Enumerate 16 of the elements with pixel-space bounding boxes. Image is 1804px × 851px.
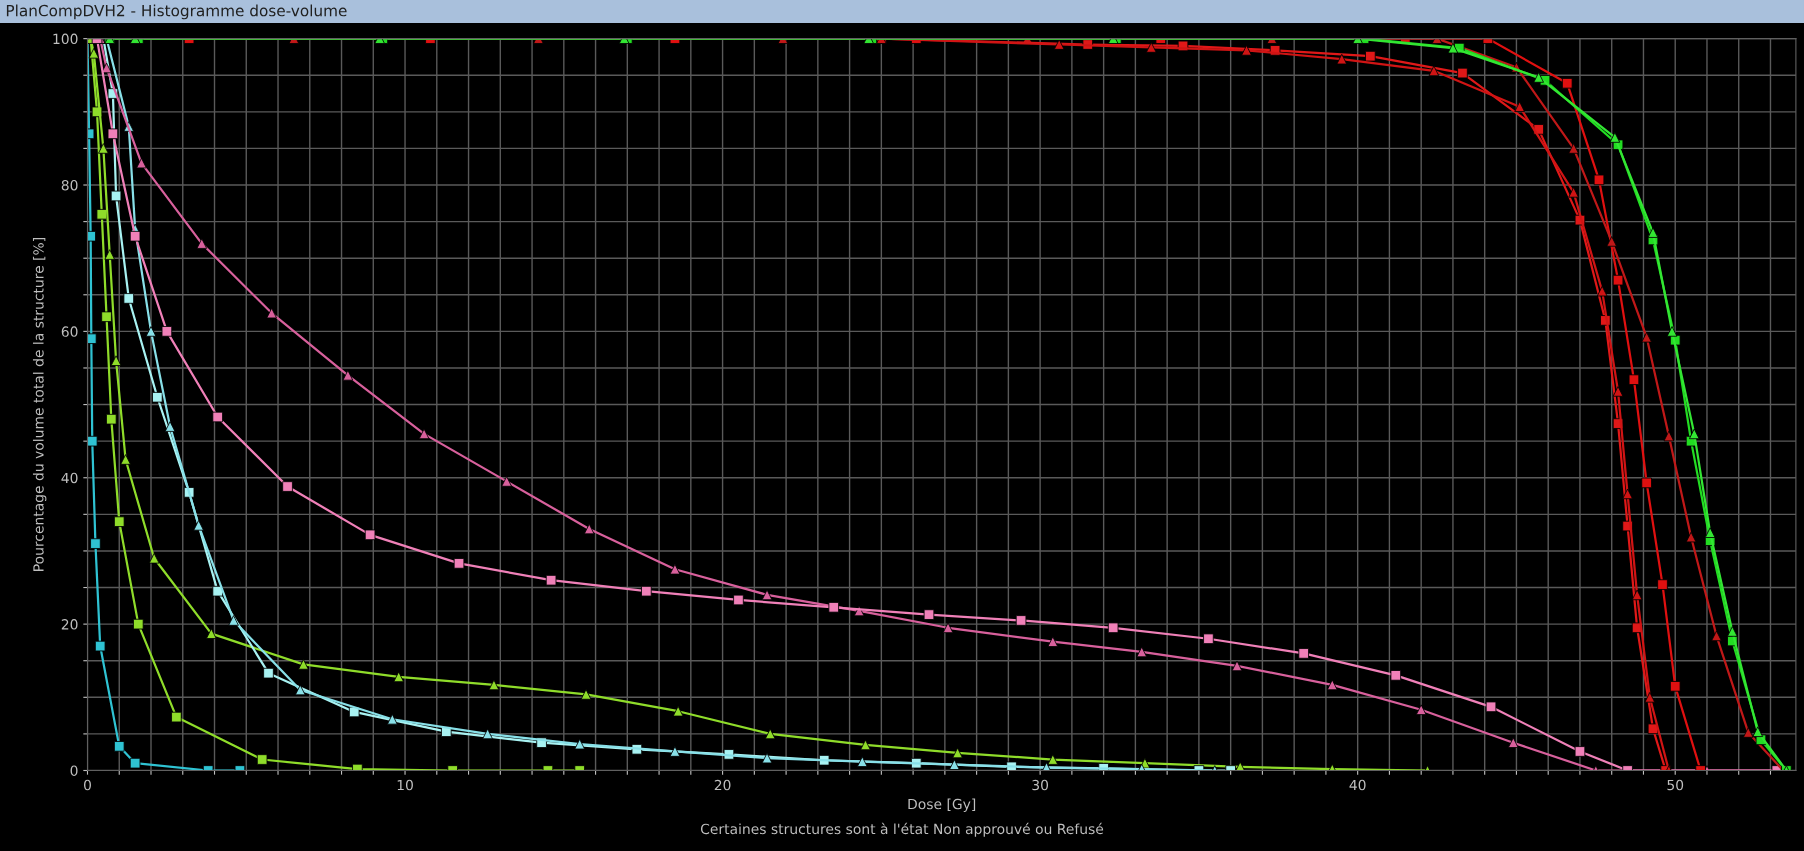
y-tick-label: 0	[70, 765, 78, 776]
y-tick-label: 20	[61, 619, 78, 630]
text: Certaines structures sont à l'état Non approuvé ou Refusé	[700, 822, 1104, 837]
y-tick-label: 100	[53, 33, 78, 45]
x-tick-label: 0	[83, 779, 91, 791]
y-tick-label: 60	[61, 326, 78, 337]
y-tick-label: 80	[61, 179, 78, 191]
x-axis-title: Dose [Gy]	[908, 798, 976, 812]
chart-title: PlanCompDVH2 - Histogramme dose-volume	[6, 4, 347, 20]
x-tick-label: 10	[397, 779, 413, 791]
y-tick-label: 40	[61, 472, 78, 484]
x-tick-label: 20	[714, 779, 731, 791]
x-tick-label: 50	[1667, 779, 1684, 791]
y-axis-title: Pourcentage du volume total de la structure [%]	[32, 238, 47, 571]
x-tick-label: 40	[1349, 779, 1366, 791]
x-tick-label: 30	[1032, 779, 1049, 791]
